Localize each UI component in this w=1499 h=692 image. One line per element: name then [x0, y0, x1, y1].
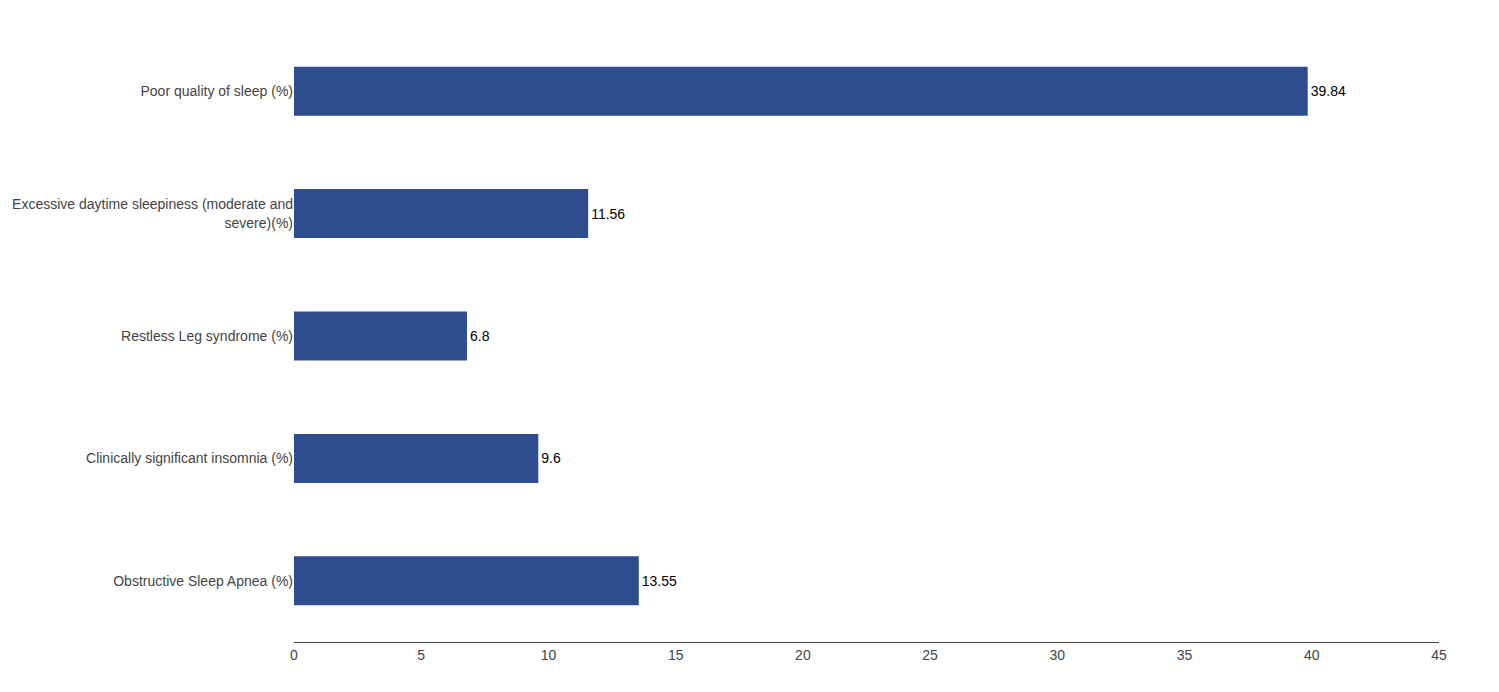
svg-text:Restless Leg syndrome (%): Restless Leg syndrome (%) — [121, 328, 293, 344]
svg-text:13.55: 13.55 — [642, 573, 677, 589]
svg-text:20: 20 — [795, 647, 811, 663]
svg-text:15: 15 — [668, 647, 684, 663]
svg-text:5: 5 — [417, 647, 425, 663]
svg-text:Obstructive Sleep Apnea (%): Obstructive Sleep Apnea (%) — [113, 573, 293, 589]
svg-text:25: 25 — [922, 647, 938, 663]
svg-text:0: 0 — [290, 647, 298, 663]
svg-text:45: 45 — [1431, 647, 1447, 663]
svg-text:11.56: 11.56 — [591, 206, 625, 222]
svg-text:35: 35 — [1177, 647, 1193, 663]
svg-text:10: 10 — [541, 647, 557, 663]
svg-text:39.84: 39.84 — [1311, 83, 1346, 99]
svg-text:Clinically significant insomni: Clinically significant insomnia (%) — [86, 450, 293, 466]
svg-text:9.6: 9.6 — [541, 450, 561, 466]
svg-text:Poor quality of sleep (%): Poor quality of sleep (%) — [140, 83, 293, 99]
svg-text:30: 30 — [1050, 647, 1066, 663]
svg-text:Excessive daytime sleepiness (: Excessive daytime sleepiness (moderate a… — [12, 196, 293, 230]
svg-text:6.8: 6.8 — [470, 328, 490, 344]
svg-text:40: 40 — [1304, 647, 1320, 663]
